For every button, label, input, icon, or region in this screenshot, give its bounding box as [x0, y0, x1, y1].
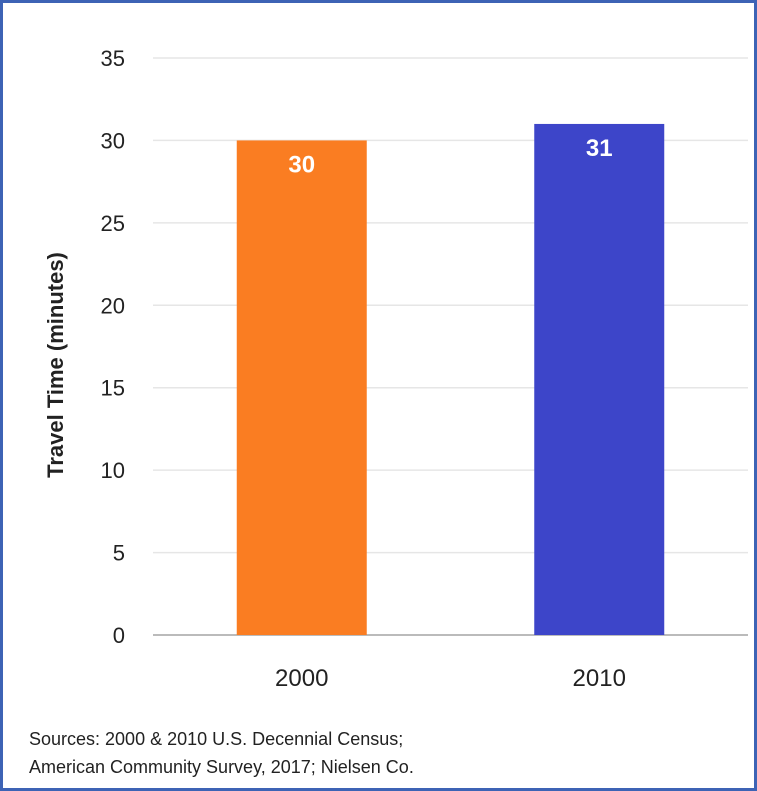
- data-label-2000: 30: [288, 151, 315, 178]
- x-axis-ticks: 2000 2010: [275, 665, 626, 692]
- y-tick-label: 20: [101, 293, 125, 318]
- data-label-2010: 31: [586, 135, 613, 162]
- sources-line-1: Sources: 2000 & 2010 U.S. Decennial Cens…: [29, 729, 404, 749]
- bar-2010: [534, 123, 665, 635]
- y-tick-label: 5: [113, 541, 125, 566]
- y-tick-label: 0: [113, 623, 125, 648]
- y-tick-label: 15: [101, 376, 125, 401]
- x-tick-label: 2010: [573, 665, 626, 692]
- sources-line-2: American Community Survey, 2017; Nielsen…: [29, 757, 414, 777]
- bar-2000: [236, 140, 367, 635]
- bars: 30 31: [236, 123, 665, 635]
- y-tick-label: 35: [101, 46, 125, 71]
- sources-note: Sources: 2000 & 2010 U.S. Decennial Cens…: [29, 725, 729, 781]
- bar-chart: 0 5 10 15 20 25 30 35 30 31 2000 2010 Travel Time…: [43, 46, 748, 692]
- y-tick-label: 10: [101, 458, 125, 483]
- y-axis-title: Travel Time (minutes): [43, 252, 68, 478]
- y-tick-label: 25: [101, 211, 125, 236]
- y-tick-label: 30: [101, 128, 125, 153]
- y-axis-ticks: 0 5 10 15 20 25 30 35: [101, 46, 125, 648]
- x-tick-label: 2000: [275, 665, 328, 692]
